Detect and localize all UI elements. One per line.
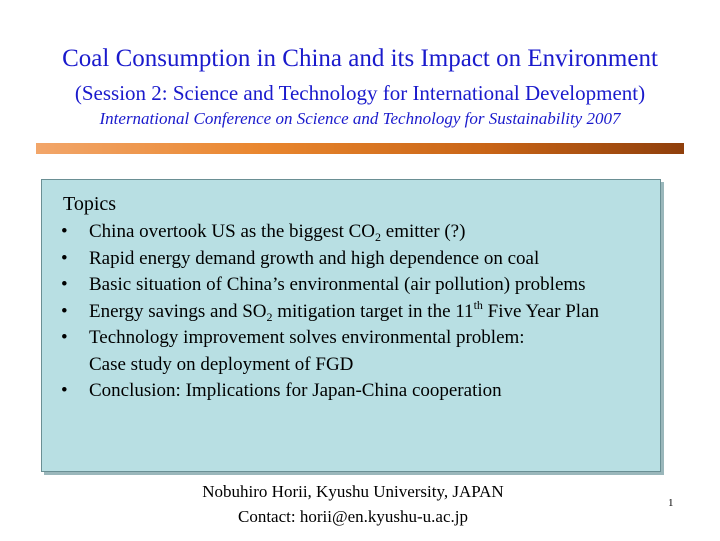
topics-box: Topics • China overtook US as the bigges… xyxy=(41,179,661,472)
title-divider xyxy=(36,143,684,154)
topic-text: Energy savings and SO xyxy=(89,300,267,322)
superscript: th xyxy=(473,297,483,312)
bullet: • xyxy=(61,274,68,295)
slide-title: Coal Consumption in China and its Impact… xyxy=(62,45,658,72)
topic-text: Case study on deployment of FGD xyxy=(89,353,354,375)
bullet: • xyxy=(61,221,68,242)
topic-item-co2-emitter: • China overtook US as the biggest CO2 e… xyxy=(59,219,649,246)
topic-text: Five Year Plan xyxy=(482,300,600,322)
author-line: Nobuhiro Horii, Kyushu University, JAPAN xyxy=(202,482,504,501)
bullet: • xyxy=(61,380,68,401)
page-number: 1 xyxy=(668,497,674,509)
topic-item-environment: • Basic situation of China’s environment… xyxy=(59,272,649,299)
topic-text: China overtook US as the biggest CO xyxy=(89,221,376,242)
topics-heading: Topics xyxy=(63,193,117,215)
session-subtitle: (Session 2: Science and Technology for I… xyxy=(74,81,646,105)
topic-text: Technology improvement solves environmen… xyxy=(89,327,525,348)
topic-text: mitigation target in the 11 xyxy=(272,300,474,322)
topic-item-energy-demand: • Rapid energy demand growth and high de… xyxy=(59,246,649,273)
subscript: 2 xyxy=(266,309,273,324)
topic-text: emitter (?) xyxy=(381,221,466,242)
contact-line: Contact: horii@en.kyushu-u.ac.jp xyxy=(238,507,468,526)
bullet: • xyxy=(61,247,68,269)
topic-item-technology: • Technology improvement solves environm… xyxy=(59,325,649,378)
subscript: 2 xyxy=(375,230,382,244)
bullet: • xyxy=(61,300,68,322)
topic-item-conclusion: • Conclusion: Implications for Japan-Chi… xyxy=(59,378,649,405)
topic-text: Basic situation of China’s environmental… xyxy=(89,274,586,295)
topic-list: • China overtook US as the biggest CO2 e… xyxy=(59,219,649,405)
topic-text: Conclusion: Implications for Japan-China… xyxy=(89,380,502,401)
conference-name: International Conference on Science and … xyxy=(99,109,621,128)
bullet: • xyxy=(61,327,68,348)
topic-text: Rapid energy demand growth and high depe… xyxy=(89,247,540,269)
topic-item-so2-target: • Energy savings and SO2 mitigation targ… xyxy=(59,299,649,326)
